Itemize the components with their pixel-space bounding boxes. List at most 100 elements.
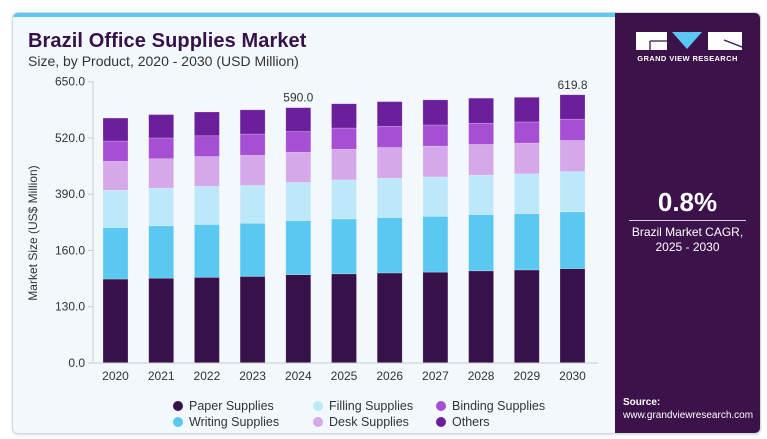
legend-label: Binding Supplies <box>452 399 546 413</box>
legend-swatch <box>436 417 446 427</box>
cagr-label-line1: Brazil Market CAGR, <box>631 225 744 239</box>
bar-segment-filling-supplies <box>376 177 403 218</box>
legend-swatch <box>173 417 183 427</box>
bar-segment-binding-supplies <box>194 135 220 157</box>
divider <box>629 220 746 221</box>
bar-segment-binding-supplies <box>148 137 174 160</box>
brand-panel: GRAND VIEW RESEARCH 0.8% Brazil Market C… <box>615 13 760 433</box>
bar-segment-binding-supplies <box>422 124 449 147</box>
bar-segment-desk-supplies <box>331 148 357 181</box>
x-tick-label: 2029 <box>513 369 540 383</box>
legend-label: Others <box>452 415 490 429</box>
y-tick-label: 160.0 <box>55 243 85 257</box>
bar-stack-2021 <box>148 114 174 364</box>
bar-segment-paper-supplies <box>331 273 357 364</box>
bar-segment-desk-supplies <box>239 154 266 186</box>
bar-stack-2028 <box>468 97 494 364</box>
bar-segment-others <box>194 111 220 137</box>
bar-stack-2027 <box>422 99 449 364</box>
bar-segment-others <box>239 109 266 135</box>
y-tick-label: 650.0 <box>55 75 85 89</box>
grand-view-research-logo <box>636 32 742 50</box>
bar-segment-desk-supplies <box>468 144 494 176</box>
legend-label: Desk Supplies <box>329 415 409 429</box>
bar-segment-writing-supplies <box>559 211 586 269</box>
bar-segment-paper-supplies <box>239 276 266 364</box>
legend-swatch <box>436 401 446 411</box>
legend-item-writing-supplies: Writing Supplies <box>173 415 279 429</box>
bar-segment-filling-supplies <box>559 171 586 213</box>
bar-stack-2023 <box>239 109 266 364</box>
x-tick-label: 2025 <box>331 369 358 383</box>
bar-segment-paper-supplies <box>513 269 540 364</box>
bar-segment-others <box>468 97 494 124</box>
bar-segment-others <box>285 107 312 132</box>
bar-segment-others <box>376 101 403 127</box>
accent-band <box>13 13 615 17</box>
bar-segment-filling-supplies <box>285 182 312 221</box>
legend-swatch <box>173 401 183 411</box>
bar-segment-paper-supplies <box>285 274 312 364</box>
legend-item-desk-supplies: Desk Supplies <box>313 415 409 429</box>
legend-item-filling-supplies: Filling Supplies <box>313 399 413 413</box>
bar-segment-paper-supplies <box>102 278 129 364</box>
bar-segment-binding-supplies <box>239 133 266 156</box>
x-tick-label: 2020 <box>102 369 129 383</box>
x-tick-label: 2022 <box>194 369 221 383</box>
bar-stack-2026 <box>376 101 403 364</box>
legend-label: Writing Supplies <box>189 415 280 429</box>
bar-segment-paper-supplies <box>422 271 449 364</box>
x-tick-label: 2026 <box>376 369 403 383</box>
legend-label: Paper Supplies <box>189 399 274 413</box>
bar-segment-paper-supplies <box>559 268 586 364</box>
bar-segment-binding-supplies <box>102 140 129 162</box>
legend-item-others: Others <box>436 415 490 429</box>
bar-segment-writing-supplies <box>376 217 403 274</box>
bar-segment-others <box>559 94 586 120</box>
bar-stack-2030 <box>559 94 586 364</box>
bar-segment-paper-supplies <box>376 272 403 364</box>
x-axis: 2020 2021 2022 2023 2024 2025 2026 2027 2028 2029… <box>93 362 598 383</box>
y-axis-label: Market Size (US$ Million) <box>26 165 40 300</box>
chart-card: Brazil Office Supplies Market Size, by P… <box>12 12 761 434</box>
total-data-label: 619.8 <box>557 78 587 92</box>
bar-stack-2022 <box>194 111 220 364</box>
source-link[interactable]: www.grandviewresearch.com <box>623 410 754 421</box>
bar-stack-2029 <box>513 96 540 364</box>
bar-segment-filling-supplies <box>239 185 266 224</box>
bar-segment-others <box>102 117 129 142</box>
bar-segment-binding-supplies <box>513 121 540 144</box>
bar-segment-writing-supplies <box>194 224 220 278</box>
bar-segment-paper-supplies <box>468 270 494 364</box>
bar-segment-writing-supplies <box>102 227 129 280</box>
bar-segment-filling-supplies <box>102 190 129 228</box>
bar-segment-binding-supplies <box>376 125 403 148</box>
bar-segment-paper-supplies <box>148 277 174 364</box>
bar-segment-binding-supplies <box>468 122 494 145</box>
bar-segment-desk-supplies <box>194 156 220 187</box>
chart-subtitle: Size, by Product, 2020 - 2030 (USD Milli… <box>28 53 299 69</box>
y-axis: 0.0 130.0 160.0 390.0 520.0 650.0 <box>55 75 94 370</box>
bar-segment-filling-supplies <box>331 179 357 220</box>
bar-segment-desk-supplies <box>376 147 403 179</box>
bar-segment-desk-supplies <box>559 140 586 172</box>
bar-segment-others <box>331 103 357 129</box>
source: Source: www.grandviewresearch.com <box>623 396 753 422</box>
x-tick-label: 2023 <box>239 369 266 383</box>
bar-segment-desk-supplies <box>513 142 540 175</box>
bars: 590.0 619.8 <box>102 78 588 364</box>
bar-segment-desk-supplies <box>285 151 312 183</box>
y-tick-label: 130.0 <box>55 300 85 314</box>
y-tick-label: 520.0 <box>55 131 85 145</box>
cagr-value: 0.8% <box>657 187 718 217</box>
bar-segment-others <box>513 96 540 123</box>
total-data-label: 590.0 <box>283 91 313 105</box>
bar-segment-filling-supplies <box>422 176 449 217</box>
cagr-label: Brazil Market CAGR, 2025 - 2030 <box>615 225 760 255</box>
bar-segment-filling-supplies <box>468 174 494 215</box>
y-tick-label: 390.0 <box>55 187 85 201</box>
x-tick-label: 2030 <box>559 369 586 383</box>
legend-item-binding-supplies: Binding Supplies <box>436 399 545 413</box>
legend-item-paper-supplies: Paper Supplies <box>173 399 274 413</box>
